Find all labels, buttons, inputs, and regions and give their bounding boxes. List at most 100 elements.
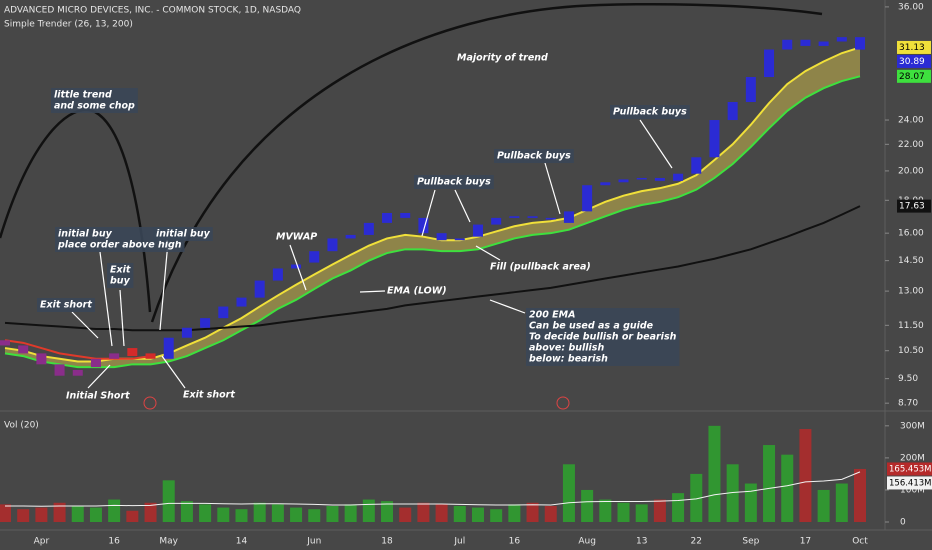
candle (382, 212, 393, 223)
volume-label: 156.413M (889, 478, 931, 488)
candle (418, 217, 429, 234)
annotation-text: Majority of trend (457, 53, 548, 64)
x-tick-label: 22 (691, 537, 702, 547)
candle (545, 217, 556, 220)
y-tick-label: 22.00 (898, 140, 924, 150)
arrow (71, 311, 99, 339)
volume-bar (399, 507, 412, 522)
arrow (544, 162, 561, 215)
arrow (359, 290, 386, 293)
annotation: Initial Short (66, 391, 130, 402)
chart-title: ADVANCED MICRO DEVICES, INC. - COMMON ST… (4, 6, 301, 16)
candle (582, 185, 593, 212)
arrow (161, 355, 186, 389)
volume-label-bg (887, 462, 932, 476)
candle (163, 337, 174, 359)
candle (90, 358, 101, 368)
volume-title: Vol (20) (4, 421, 39, 431)
volume-bar (617, 502, 630, 522)
candle (509, 216, 520, 218)
volume-bar (17, 509, 30, 522)
x-tick-label: Sep (742, 537, 759, 547)
candle (0, 340, 10, 346)
price-label: 28.07 (899, 72, 925, 82)
candle (54, 364, 65, 376)
annotation-text: buy (110, 276, 131, 287)
volume-bar (180, 501, 193, 522)
volume-bar (290, 507, 303, 522)
candle (181, 327, 192, 338)
candle (618, 179, 629, 183)
annotation-text: place order above high (57, 240, 182, 251)
candle (636, 177, 647, 180)
volume-bar (0, 504, 11, 522)
candle (109, 353, 120, 359)
arrow (421, 189, 436, 237)
candle (218, 306, 229, 319)
candle (72, 369, 83, 376)
volume-bar (817, 489, 830, 522)
volume-bar (726, 464, 739, 522)
volume-bar (199, 504, 212, 522)
volume-bar (672, 493, 685, 522)
volume-bar (35, 507, 48, 522)
annotation-text: To decide bullish or bearish (529, 332, 677, 343)
candle (327, 238, 338, 252)
annotation-text: initial buy (156, 229, 211, 240)
x-tick-label: 13 (636, 537, 647, 547)
volume-bar (526, 502, 539, 522)
arrow (87, 364, 111, 389)
volume-bar (635, 504, 648, 522)
volume-bar (799, 429, 812, 522)
volume-bar (326, 505, 339, 522)
candle (491, 217, 502, 225)
volume-bar (581, 489, 594, 522)
candle (691, 157, 702, 174)
x-tick-label: 17 (800, 537, 811, 547)
volume-bar (308, 509, 321, 522)
y-tick-label: 100M (900, 485, 925, 495)
y-tick-label: 36.00 (898, 2, 924, 12)
annotation-box (51, 88, 138, 113)
candle (291, 264, 302, 269)
annotation: initial buy (153, 227, 213, 241)
candle (18, 345, 29, 354)
indicator-title: Simple Trender (26, 13, 200) (4, 20, 133, 30)
volume-bar (126, 510, 139, 522)
event-icon (143, 396, 157, 410)
candle (472, 224, 483, 237)
marks (0, 37, 866, 522)
indicator-line (4, 75, 861, 369)
price-label-bg (897, 40, 931, 54)
indicator-line (4, 205, 861, 332)
volume-bar (690, 473, 703, 522)
annotation-text: below: bearish (529, 354, 608, 365)
annotation: Majority of trend (457, 53, 548, 64)
candle (272, 268, 283, 281)
annotation-text: Pullback buys (613, 107, 687, 118)
annotation: Pullback buys (494, 149, 574, 163)
annotation-text: Pullback buys (497, 151, 571, 162)
candle (600, 182, 611, 186)
x-tick-label: 18 (381, 537, 393, 547)
volume-bar (89, 507, 102, 522)
annotation-text: 200 EMA (529, 310, 575, 321)
annotation: Pullback buys (414, 175, 494, 189)
candle (709, 120, 720, 158)
candle (818, 41, 829, 46)
candle (236, 297, 247, 307)
candle (400, 212, 411, 218)
arrow (159, 241, 169, 331)
volume-bar (344, 504, 357, 522)
price-label-bg (897, 69, 931, 83)
y-tick-label: 20.00 (898, 166, 924, 176)
annotation-box (37, 298, 95, 312)
candle (36, 353, 47, 365)
annotation-box (107, 263, 134, 288)
volume-bar (744, 483, 757, 522)
annotation-text: Can be used as a guide (529, 321, 654, 332)
